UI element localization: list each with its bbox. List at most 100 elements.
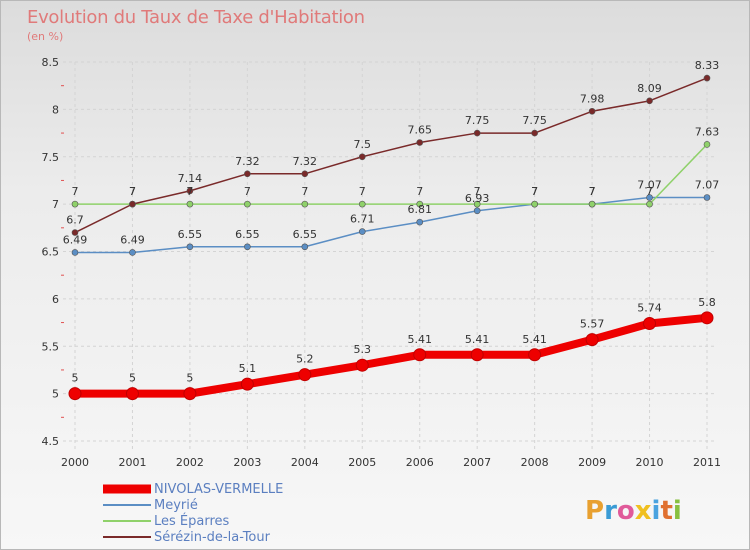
data-label: 5 <box>186 372 193 385</box>
data-label: 7.07 <box>637 178 662 191</box>
data-point <box>358 153 366 161</box>
data-label: 7.75 <box>465 114 490 127</box>
data-point <box>244 170 251 178</box>
data-point <box>473 129 481 137</box>
data-point <box>68 387 82 401</box>
data-point <box>700 311 714 325</box>
data-point <box>470 348 484 362</box>
y-tick-label: 7.5 <box>42 151 60 164</box>
data-label: 6.55 <box>235 228 260 241</box>
legend-label: Sérézin-de-la-Tour <box>154 530 271 545</box>
data-point <box>531 200 538 208</box>
y-tick-label: 5.5 <box>42 340 60 353</box>
data-point <box>71 249 79 256</box>
x-tick-label: 2008 <box>521 456 549 469</box>
grid-lines <box>63 61 715 451</box>
data-point <box>473 200 481 208</box>
data-label: 5 <box>72 372 79 385</box>
x-tick-label: 2009 <box>578 456 606 469</box>
data-point <box>646 97 653 105</box>
data-point <box>301 243 309 251</box>
data-point <box>416 139 424 146</box>
data-label: 6.49 <box>63 233 88 246</box>
data-label: 7 <box>531 185 538 198</box>
y-tick-label: 5 <box>52 388 59 401</box>
data-point <box>244 243 251 251</box>
data-label: 7.32 <box>235 155 260 168</box>
x-tick-label: 2010 <box>636 456 664 469</box>
data-point <box>646 194 653 201</box>
data-label: 5 <box>129 372 136 385</box>
data-point <box>358 228 366 235</box>
data-point <box>186 187 194 195</box>
data-label: 5.41 <box>465 333 490 346</box>
proxiti-logo: Proxiti <box>585 496 682 526</box>
legend-label: Les Éparres <box>154 513 230 529</box>
data-label: 6.7 <box>66 214 84 227</box>
data-label: 6.55 <box>293 228 318 241</box>
chart-subtitle: (en %) <box>27 30 64 43</box>
data-label: 7 <box>359 185 366 198</box>
data-point <box>125 387 139 401</box>
data-label: 7 <box>244 185 251 198</box>
data-label: 7.98 <box>580 92 605 105</box>
data-point <box>186 243 194 251</box>
data-label: 7.14 <box>178 172 203 185</box>
series-line <box>74 77 708 234</box>
data-label: 8.33 <box>695 59 720 72</box>
proxiti-logo-text: Proxiti <box>585 496 682 526</box>
data-point <box>473 207 481 215</box>
data-label: 7.5 <box>354 138 372 151</box>
data-point <box>71 229 79 236</box>
data-label: 7 <box>589 185 596 198</box>
x-tick-label: 2007 <box>463 456 491 469</box>
data-point <box>643 317 657 331</box>
x-tick-label: 2002 <box>176 456 204 469</box>
x-tick-label: 2011 <box>693 456 721 469</box>
data-label: 7 <box>186 185 193 198</box>
data-point <box>416 218 424 226</box>
data-label: 6.49 <box>120 233 145 246</box>
data-label: 7 <box>129 185 136 198</box>
x-tick-label: 2000 <box>61 456 89 469</box>
y-tick-label: 4.5 <box>42 435 60 448</box>
data-point <box>186 200 194 208</box>
data-point <box>129 249 136 256</box>
legend-label: NIVOLAS-VERMELLE <box>154 482 283 497</box>
data-point <box>413 348 427 362</box>
data-label: 5.3 <box>354 343 372 356</box>
data-label: 6.81 <box>407 203 432 216</box>
data-label: 8.09 <box>637 82 662 95</box>
data-label: 5.74 <box>637 302 662 315</box>
y-tick-label: 6 <box>52 293 59 306</box>
series-line <box>74 196 708 254</box>
y-tick-label: 8.5 <box>42 56 60 69</box>
data-label: 7 <box>474 185 481 198</box>
data-point <box>416 200 424 208</box>
series-line <box>74 143 708 205</box>
data-label: 5.2 <box>296 353 314 366</box>
x-tick-label: 2003 <box>233 456 261 469</box>
series-points <box>68 74 714 401</box>
data-point <box>588 200 596 208</box>
y-tick-label: 8 <box>52 103 59 116</box>
data-point <box>244 200 251 208</box>
data-point <box>301 200 309 208</box>
data-point <box>71 200 79 208</box>
x-tick-label: 2001 <box>118 456 146 469</box>
data-point <box>703 141 711 148</box>
data-point <box>129 200 136 208</box>
y-tick-label: 7 <box>52 198 59 211</box>
y-tick-label: 6.5 <box>42 246 60 259</box>
data-point <box>703 194 711 201</box>
data-label: 7.07 <box>695 178 720 191</box>
data-point <box>355 358 369 372</box>
data-label: 7.65 <box>407 124 432 137</box>
data-label: 7 <box>416 185 423 198</box>
data-point <box>358 200 366 208</box>
data-label: 5.41 <box>407 333 432 346</box>
data-point <box>531 129 538 137</box>
